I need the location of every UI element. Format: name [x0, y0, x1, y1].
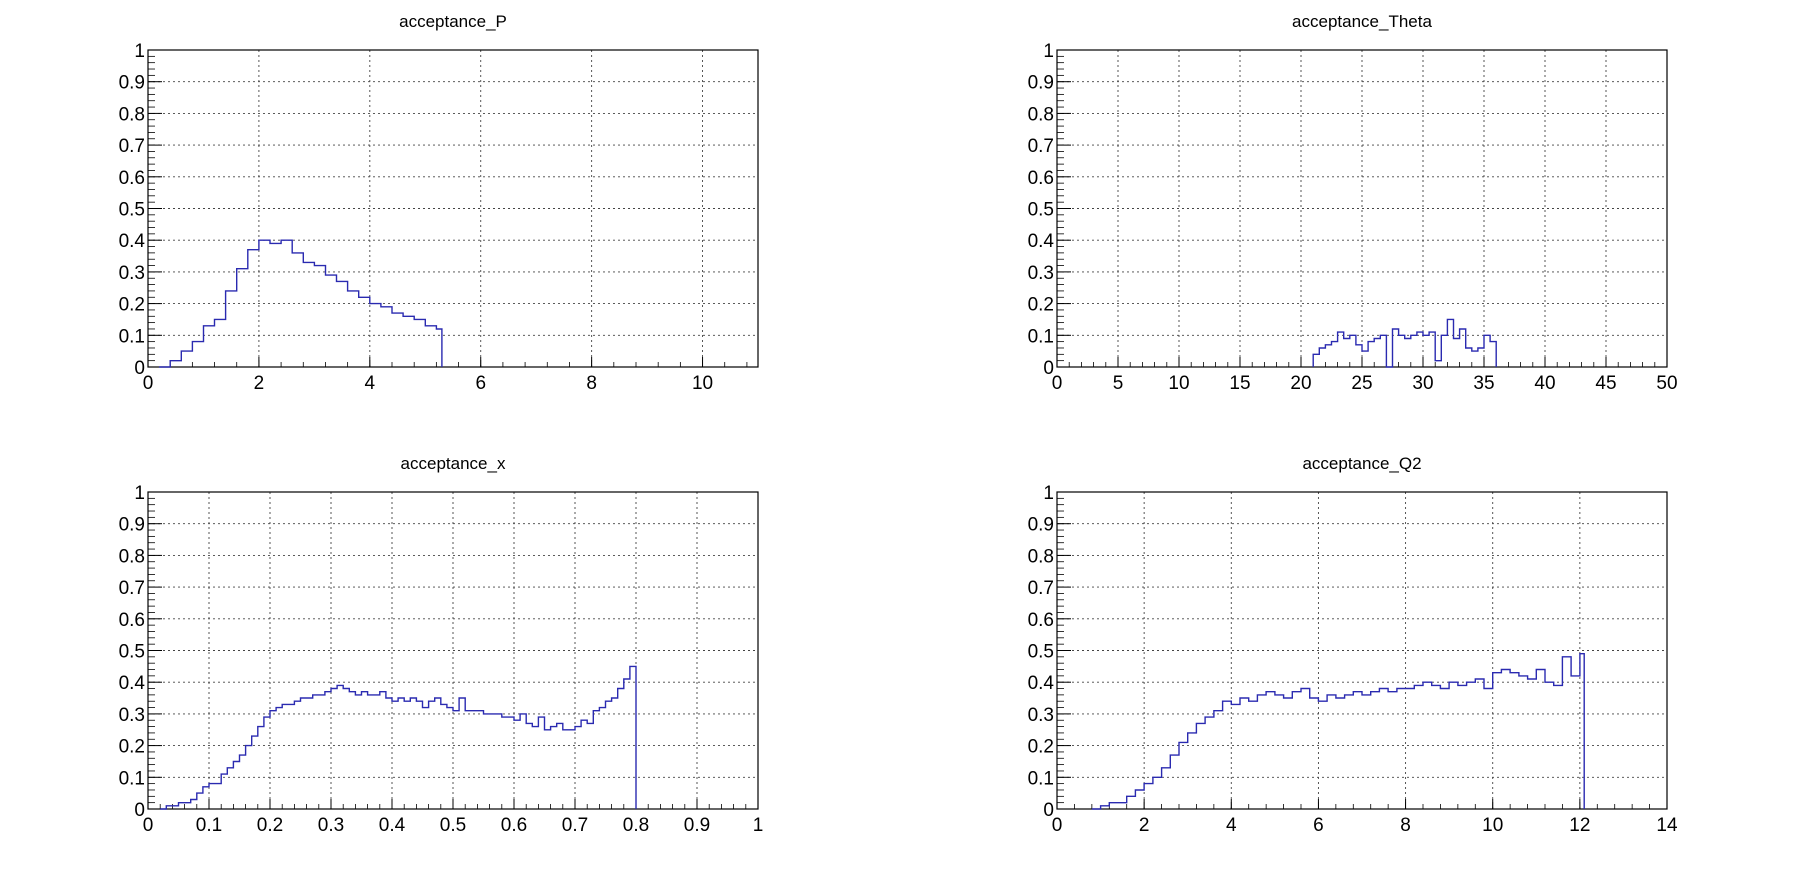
x-tick-label: 0: [143, 815, 154, 836]
y-tick-label: 0: [134, 800, 145, 821]
x-tick-label: 0.4: [379, 815, 406, 836]
x-tick-label: 0.6: [501, 815, 527, 836]
y-tick-label: 0.9: [1028, 73, 1054, 94]
y-tick-label: 0.6: [119, 168, 145, 189]
y-tick-label: 0.1: [119, 768, 145, 789]
x-tick-label: 10: [1482, 815, 1503, 836]
y-tick-label: 0.4: [1028, 231, 1055, 252]
x-tick-label: 12: [1569, 815, 1590, 836]
x-tick-label: 6: [1313, 815, 1324, 836]
y-tick-label: 1: [134, 483, 145, 504]
histogram-series-line: [160, 665, 637, 810]
x-tick-label: 50: [1656, 373, 1677, 394]
x-tick-label: 35: [1473, 373, 1494, 394]
y-tick-label: 0.8: [1028, 546, 1054, 567]
y-tick-label: 0.1: [1028, 326, 1054, 347]
x-tick-label: 6: [475, 373, 486, 394]
x-tick-label: 0.8: [623, 815, 649, 836]
y-tick-label: 0.5: [119, 642, 145, 663]
y-tick-label: 0.9: [1028, 515, 1054, 536]
histogram-series-line: [1312, 318, 1497, 368]
plot-frame: [1056, 49, 1668, 368]
y-tick-label: 0.5: [1028, 642, 1054, 663]
x-tick-label: 25: [1351, 373, 1372, 394]
x-tick-label: 1: [753, 815, 764, 836]
y-tick-label: 0.3: [119, 263, 145, 284]
x-tick-label: 4: [1226, 815, 1237, 836]
y-tick-label: 0.8: [1028, 104, 1054, 125]
x-tick-label: 0.7: [562, 815, 588, 836]
x-tick-label: 0.1: [196, 815, 222, 836]
y-tick-label: 0.9: [119, 73, 145, 94]
x-tick-label: 0: [143, 373, 154, 394]
x-tick-label: 0.2: [257, 815, 283, 836]
x-tick-label: 5: [1113, 373, 1124, 394]
y-tick-label: 0.2: [119, 737, 145, 758]
y-tick-label: 0.3: [119, 705, 145, 726]
chart-title: acceptance_P: [399, 12, 507, 31]
chart-panel: acceptance_Q2 0 0.1 0.2 0.3 0.4 0.5 0.6 0.7 0.8 0.…: [1028, 454, 1678, 836]
x-tick-label: 45: [1595, 373, 1616, 394]
y-tick-label: 1: [134, 41, 145, 62]
y-tick-label: 0.8: [119, 546, 145, 567]
histogram-series-line: [159, 239, 443, 368]
y-tick-label: 0.2: [119, 295, 145, 316]
x-tick-label: 0.9: [684, 815, 710, 836]
x-tick-label: 0.5: [440, 815, 466, 836]
x-tick-label: 0: [1052, 373, 1063, 394]
x-tick-label: 8: [1400, 815, 1411, 836]
y-tick-label: 0.9: [119, 515, 145, 536]
y-tick-label: 0.6: [119, 610, 145, 631]
y-tick-label: 0.1: [119, 326, 145, 347]
y-tick-label: 0: [1043, 358, 1054, 379]
y-tick-label: 0.3: [1028, 263, 1054, 284]
y-tick-label: 0.4: [119, 231, 146, 252]
x-tick-label: 20: [1290, 373, 1311, 394]
y-tick-label: 0.6: [1028, 610, 1054, 631]
x-tick-label: 10: [692, 373, 713, 394]
x-tick-label: 0: [1052, 815, 1063, 836]
y-tick-label: 0.6: [1028, 168, 1054, 189]
plot-frame: [147, 49, 759, 368]
y-tick-label: 0.4: [119, 673, 146, 694]
x-tick-label: 0.3: [318, 815, 344, 836]
x-tick-label: 2: [1139, 815, 1150, 836]
chart-panel: acceptance_x 0 0.1 0.2 0.3 0.4 0.5 0.6 0.7 0.8 0.9…: [119, 454, 764, 836]
x-tick-label: 40: [1534, 373, 1555, 394]
histogram-series-line: [1091, 653, 1585, 810]
chart-panel: acceptance_P 0 0.1 0.2 0.3 0.4 0.5 0.6 0.7 0.8 0.9…: [119, 12, 759, 394]
chart-title: acceptance_Q2: [1302, 454, 1421, 473]
y-tick-label: 0.5: [1028, 200, 1054, 221]
chart-title: acceptance_Theta: [1292, 12, 1432, 31]
x-tick-label: 4: [365, 373, 376, 394]
x-tick-label: 2: [254, 373, 265, 394]
y-tick-label: 0.7: [1028, 578, 1054, 599]
x-tick-label: 30: [1412, 373, 1433, 394]
y-tick-label: 0.7: [119, 578, 145, 599]
y-tick-label: 0.8: [119, 104, 145, 125]
y-tick-label: 1: [1043, 483, 1054, 504]
y-tick-label: 0.4: [1028, 673, 1055, 694]
y-tick-label: 0: [1043, 800, 1054, 821]
chart-panel: acceptance_Theta 0 0.1 0.2 0.3 0.4 0.5 0.6 0.7 0.…: [1028, 12, 1678, 394]
y-tick-label: 0.3: [1028, 705, 1054, 726]
y-tick-label: 0.7: [119, 136, 145, 157]
y-tick-label: 0.1: [1028, 768, 1054, 789]
x-tick-label: 14: [1656, 815, 1678, 836]
plot-frame: [1056, 491, 1668, 810]
x-tick-label: 8: [586, 373, 597, 394]
y-tick-label: 0.7: [1028, 136, 1054, 157]
x-tick-label: 10: [1168, 373, 1189, 394]
plot-frame: [147, 491, 759, 810]
y-tick-label: 0: [134, 358, 145, 379]
y-tick-label: 0.2: [1028, 295, 1054, 316]
y-tick-label: 0.2: [1028, 737, 1054, 758]
chart-title: acceptance_x: [401, 454, 506, 473]
y-tick-label: 0.5: [119, 200, 145, 221]
x-tick-label: 15: [1229, 373, 1250, 394]
y-tick-label: 1: [1043, 41, 1054, 62]
